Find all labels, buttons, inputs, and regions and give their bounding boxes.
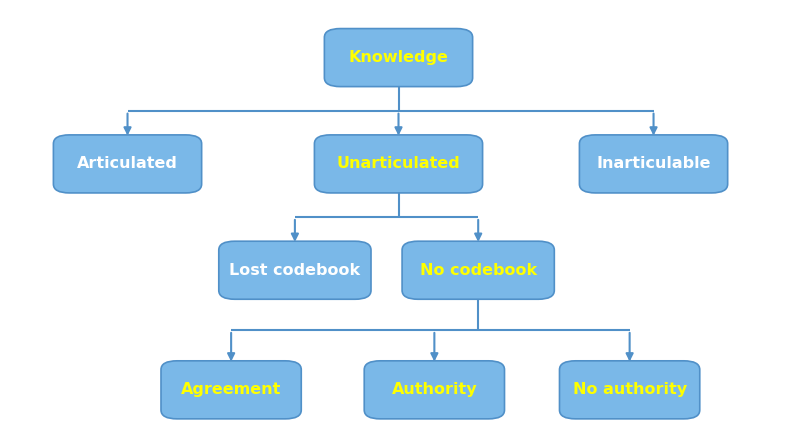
Text: Articulated: Articulated [77,156,178,171]
Text: Authority: Authority [391,382,477,397]
FancyBboxPatch shape [581,136,726,192]
FancyBboxPatch shape [220,242,369,299]
FancyBboxPatch shape [559,361,700,419]
FancyBboxPatch shape [55,136,200,192]
FancyBboxPatch shape [53,135,202,193]
FancyBboxPatch shape [218,241,371,299]
Text: Unarticulated: Unarticulated [336,156,461,171]
Text: No authority: No authority [572,382,687,397]
FancyBboxPatch shape [324,29,473,87]
Text: No codebook: No codebook [420,263,536,278]
FancyBboxPatch shape [561,361,698,418]
Text: Lost codebook: Lost codebook [230,263,360,278]
FancyBboxPatch shape [364,361,505,419]
Text: Inarticulable: Inarticulable [596,156,711,171]
FancyBboxPatch shape [402,241,554,299]
FancyBboxPatch shape [366,361,503,418]
Text: Agreement: Agreement [181,382,281,397]
FancyBboxPatch shape [314,135,482,193]
FancyBboxPatch shape [161,361,301,419]
FancyBboxPatch shape [163,361,300,418]
Text: Knowledge: Knowledge [348,50,449,65]
FancyBboxPatch shape [326,29,471,86]
FancyBboxPatch shape [316,136,481,192]
FancyBboxPatch shape [579,135,728,193]
FancyBboxPatch shape [403,242,553,299]
